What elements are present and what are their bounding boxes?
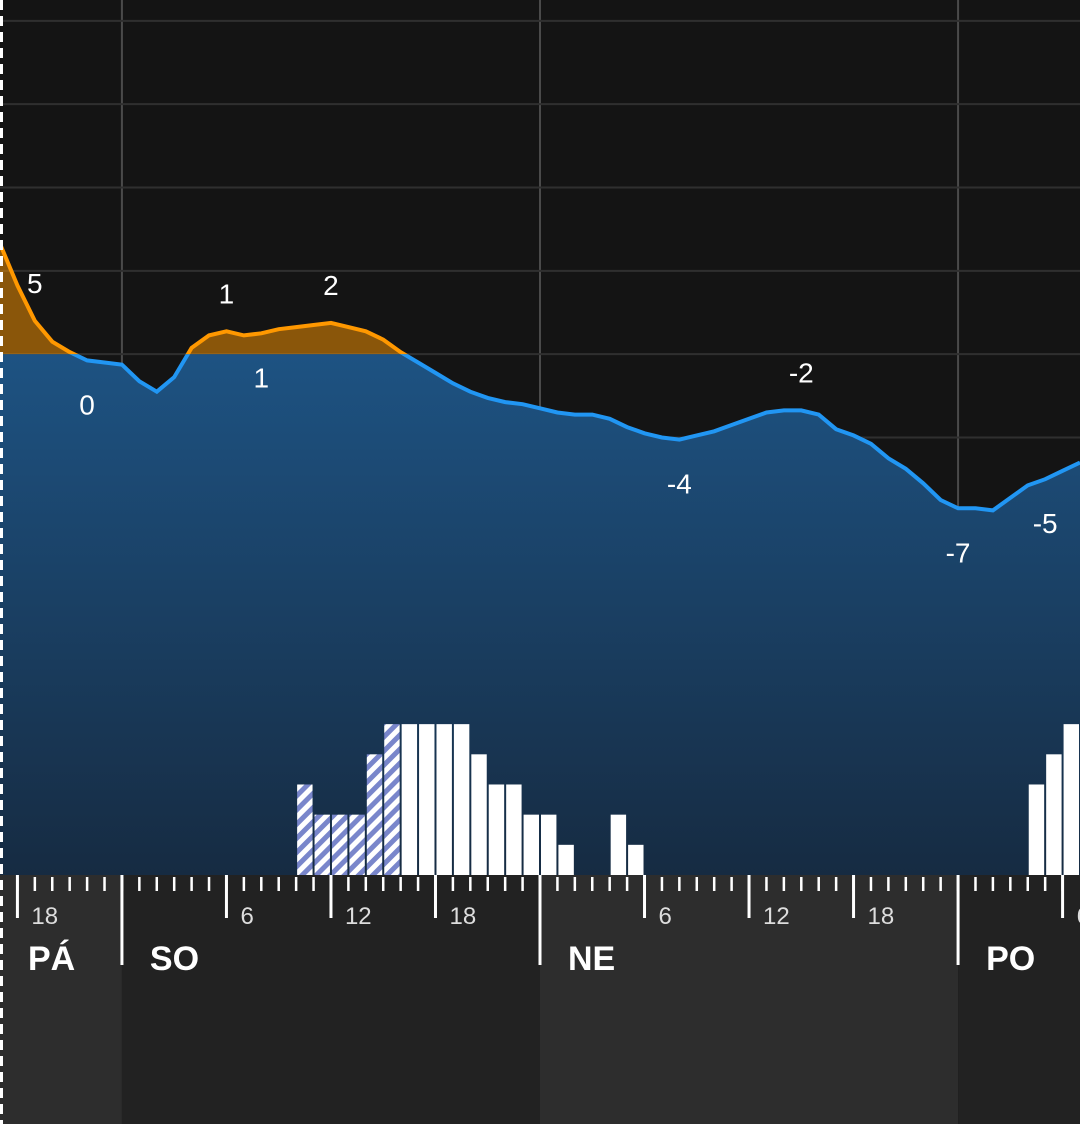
hour-label: 18 [449,903,476,930]
day-background [0,875,122,1124]
precipitation-bar [401,724,418,875]
hour-label: 6 [1077,903,1080,930]
temperature-label: 1 [219,278,235,309]
precipitation-bar [506,784,522,875]
day-label: PO [986,940,1035,978]
temperature-label: -5 [1033,508,1058,539]
hour-label: 12 [763,903,790,930]
precipitation-bar [436,724,452,875]
precipitation-bar [628,844,644,875]
precipitation-bar [471,754,487,875]
precipitation-bar [349,814,365,875]
precipitation-bar [314,814,330,875]
hour-label: 6 [240,903,253,930]
precipitation-bar [541,814,557,875]
precipitation-bar [331,814,348,875]
hour-label: 18 [868,903,895,930]
temperature-label: -7 [946,537,971,568]
day-background [958,875,1080,1124]
temperature-label: 5 [27,268,43,299]
day-label: NE [568,940,615,978]
precipitation-bar [297,784,313,875]
precipitation-bar [523,814,539,875]
precipitation-bar [384,724,400,875]
temperature-label: 0 [79,389,95,420]
temperature-label: -2 [789,357,814,388]
temperature-area-below [0,354,1080,875]
day-label: SO [150,940,199,978]
precipitation-bar [610,814,627,875]
temperature-line-below [69,354,1080,513]
precipitation-bar [1046,754,1062,875]
precipitation-bar [453,724,470,875]
hour-label: 12 [345,903,372,930]
precipitation-bar [419,724,435,875]
day-label: PÁ [28,940,75,978]
precipitation-bar [558,844,574,875]
precipitation-bar [488,784,505,875]
hour-label: 6 [659,903,672,930]
temperature-label: 2 [323,270,339,301]
precipitation-bar [366,754,383,875]
temperature-label: -4 [667,469,692,500]
precipitation-bar [1063,724,1079,875]
precipitation-bar [1028,784,1045,875]
temperature-label: 1 [254,362,270,393]
hour-label: 18 [31,903,58,930]
